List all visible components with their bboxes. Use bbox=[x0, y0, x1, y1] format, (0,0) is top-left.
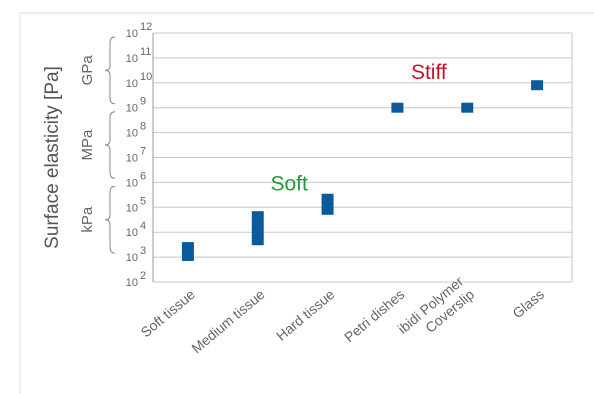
y-tick-label: 10 bbox=[126, 277, 138, 289]
unit-brace bbox=[104, 111, 116, 179]
unit-label: GPa bbox=[79, 55, 96, 86]
grid-lines bbox=[152, 32, 573, 283]
range-bar bbox=[391, 102, 404, 113]
y-tick-exponent: 2 bbox=[140, 270, 146, 282]
y-tick-label: 10 bbox=[126, 53, 138, 65]
category-label-line: Medium tissue bbox=[188, 286, 268, 356]
y-tick-exponent: 8 bbox=[140, 121, 146, 133]
category-label: Hard tissue bbox=[273, 286, 338, 344]
range-bar bbox=[251, 211, 264, 246]
y-tick-exponent: 5 bbox=[140, 195, 146, 207]
y-tick-exponent: 3 bbox=[140, 245, 146, 257]
y-tick-label: 10 bbox=[126, 78, 138, 90]
range-bars bbox=[181, 80, 544, 261]
y-tick-label: 10 bbox=[126, 28, 138, 40]
annotation-label: Soft bbox=[270, 172, 308, 195]
unit-brace bbox=[104, 185, 116, 254]
y-tick-exponent: 10 bbox=[140, 71, 152, 83]
range-bar bbox=[181, 242, 194, 261]
category-label: Petri dishes bbox=[341, 286, 407, 345]
y-tick-exponent: 7 bbox=[140, 146, 146, 158]
annotations: Soft Stiff bbox=[270, 61, 446, 195]
y-tick-label: 10 bbox=[126, 227, 138, 239]
category-label-line: Petri dishes bbox=[341, 286, 407, 345]
unit-brace bbox=[104, 36, 116, 105]
category-label-line: Glass bbox=[509, 286, 547, 321]
range-bar bbox=[321, 193, 334, 215]
y-tick-exponent: 9 bbox=[140, 96, 146, 108]
category-label-line: Hard tissue bbox=[273, 286, 338, 344]
unit-label: kPa bbox=[79, 206, 96, 233]
range-bar bbox=[531, 80, 544, 91]
y-tick-label: 10 bbox=[126, 128, 138, 140]
category-label: Soft tissue bbox=[137, 286, 198, 340]
annotation-label: Stiff bbox=[411, 61, 447, 84]
unit-label: MPa bbox=[79, 129, 96, 161]
y-tick-label: 10 bbox=[126, 202, 138, 214]
y-tick-label: 10 bbox=[126, 177, 138, 189]
category-label: Glass bbox=[509, 286, 547, 321]
range-bar bbox=[461, 102, 474, 113]
y-axis-label: Surface elasticity [Pa] bbox=[42, 66, 63, 249]
category-label: Medium tissue bbox=[188, 286, 268, 356]
y-tick-label: 10 bbox=[126, 103, 138, 115]
y-tick-label: 10 bbox=[126, 153, 138, 165]
y-tick-exponent: 4 bbox=[140, 220, 146, 232]
y-tick-exponent: 11 bbox=[140, 46, 151, 58]
unit-groups: kPa MPa GPa bbox=[79, 36, 116, 254]
y-tick-exponent: 12 bbox=[140, 21, 152, 33]
y-tick-exponent: 6 bbox=[140, 170, 146, 182]
y-tick-label: 10 bbox=[126, 252, 138, 264]
category-label-line: Soft tissue bbox=[137, 286, 198, 340]
